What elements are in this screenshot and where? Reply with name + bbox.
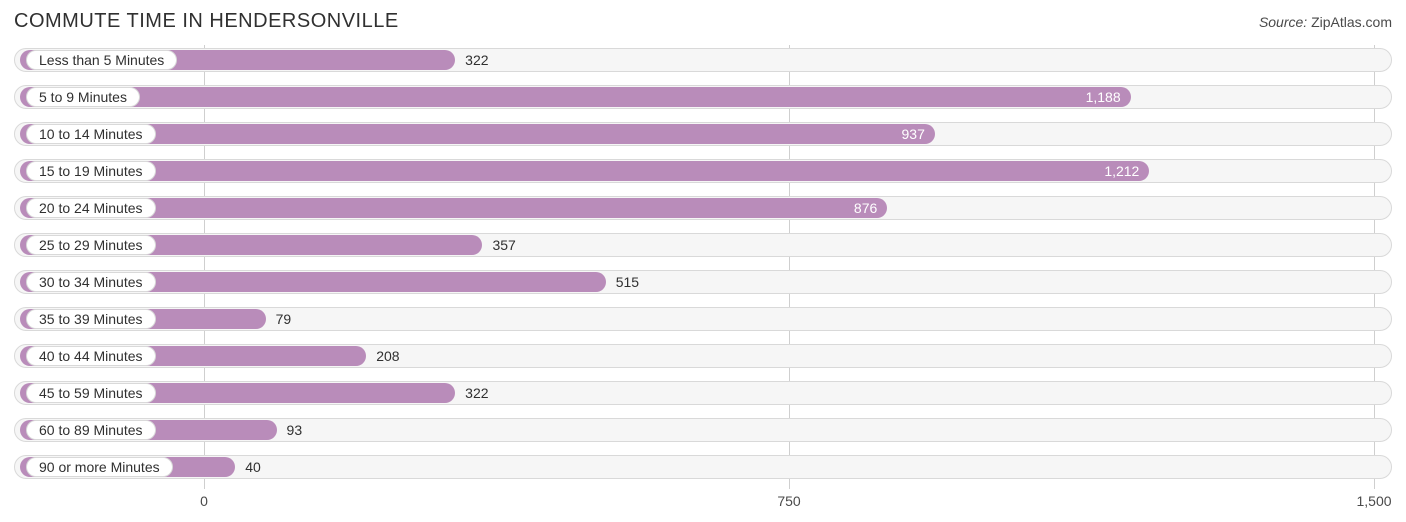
source-prefix: Source: xyxy=(1259,14,1307,30)
bar-row: 10 to 14 Minutes 937 xyxy=(14,119,1392,149)
value-label: 93 xyxy=(287,422,303,438)
bar-row: 15 to 19 Minutes 1,212 xyxy=(14,156,1392,186)
bar-row: 25 to 29 Minutes 357 xyxy=(14,230,1392,260)
chart-header: COMMUTE TIME IN HENDERSONVILLE Source: Z… xyxy=(14,10,1392,33)
bar-fill xyxy=(20,87,1131,107)
category-label: 40 to 44 Minutes xyxy=(26,346,156,366)
source-name: ZipAtlas.com xyxy=(1311,14,1392,30)
bar-chart: Less than 5 Minutes 322 5 to 9 Minutes 1,18… xyxy=(14,45,1392,515)
value-label: 322 xyxy=(465,52,488,68)
value-label: 357 xyxy=(492,237,515,253)
category-label: 90 or more Minutes xyxy=(26,457,173,477)
value-label: 1,212 xyxy=(1104,163,1139,179)
bar-row: 90 or more Minutes 40 xyxy=(14,452,1392,482)
bar-row: 40 to 44 Minutes 208 xyxy=(14,341,1392,371)
x-tick-label: 0 xyxy=(200,493,208,509)
category-label: 10 to 14 Minutes xyxy=(26,124,156,144)
category-label: 15 to 19 Minutes xyxy=(26,161,156,181)
bar-row: 5 to 9 Minutes 1,188 xyxy=(14,82,1392,112)
category-label: 45 to 59 Minutes xyxy=(26,383,156,403)
x-tick-label: 750 xyxy=(777,493,800,509)
x-axis: 0 750 1,500 xyxy=(14,489,1392,513)
bar-row: 45 to 59 Minutes 322 xyxy=(14,378,1392,408)
category-label: 60 to 89 Minutes xyxy=(26,420,156,440)
value-label: 79 xyxy=(276,311,292,327)
category-label: 35 to 39 Minutes xyxy=(26,309,156,329)
value-label: 208 xyxy=(376,348,399,364)
value-label: 515 xyxy=(616,274,639,290)
bar-fill xyxy=(20,124,935,144)
category-label: 25 to 29 Minutes xyxy=(26,235,156,255)
bar-row: 20 to 24 Minutes 876 xyxy=(14,193,1392,223)
category-label: Less than 5 Minutes xyxy=(26,50,177,70)
chart-title: COMMUTE TIME IN HENDERSONVILLE xyxy=(14,10,399,33)
bar-row: Less than 5 Minutes 322 xyxy=(14,45,1392,75)
category-label: 20 to 24 Minutes xyxy=(26,198,156,218)
bar-row: 60 to 89 Minutes 93 xyxy=(14,415,1392,445)
chart-source: Source: ZipAtlas.com xyxy=(1259,14,1392,30)
value-label: 40 xyxy=(245,459,261,475)
category-label: 30 to 34 Minutes xyxy=(26,272,156,292)
value-label: 322 xyxy=(465,385,488,401)
bar-fill xyxy=(20,161,1149,181)
bar-row: 35 to 39 Minutes 79 xyxy=(14,304,1392,334)
value-label: 876 xyxy=(854,200,877,216)
x-tick-label: 1,500 xyxy=(1356,493,1391,509)
value-label: 937 xyxy=(902,126,925,142)
category-label: 5 to 9 Minutes xyxy=(26,87,140,107)
value-label: 1,188 xyxy=(1086,89,1121,105)
bar-row: 30 to 34 Minutes 515 xyxy=(14,267,1392,297)
